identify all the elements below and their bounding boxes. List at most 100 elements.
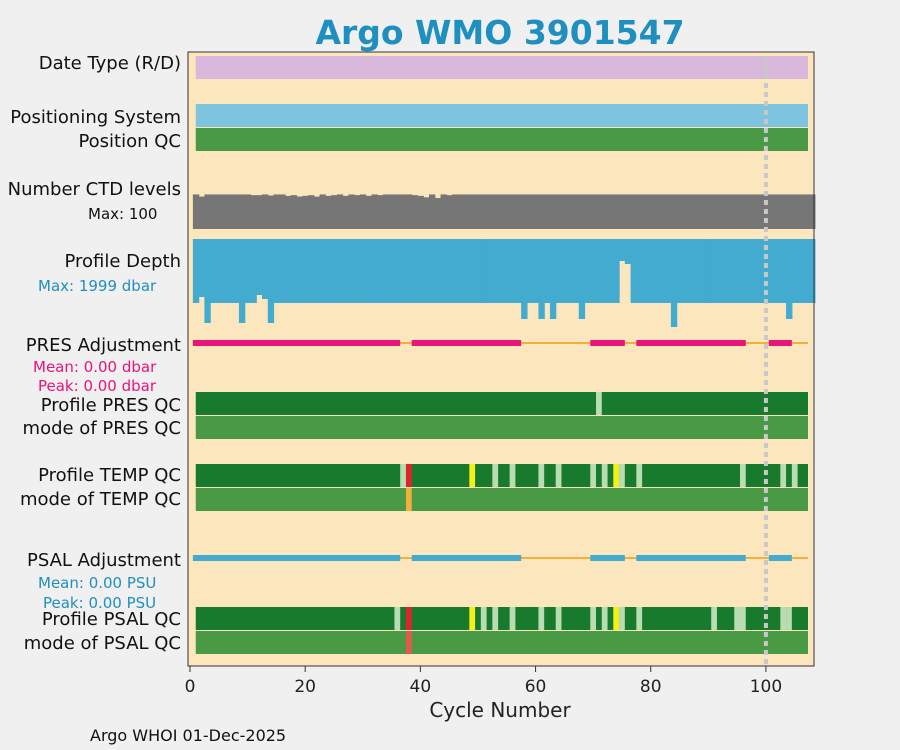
psal-mode-band: [195, 631, 808, 654]
ctd-bar: [417, 195, 424, 229]
depth-bar: [774, 239, 781, 303]
depth-bar: [526, 239, 534, 303]
psal-qc-cell: [469, 607, 476, 630]
x-tick-label: 100: [750, 677, 782, 697]
psal-qc-cell: [740, 607, 746, 630]
pres-adjustment-segment: [590, 340, 625, 346]
ctd-bar: [734, 194, 741, 229]
ctd-bar: [688, 194, 695, 229]
psal-qc-cell: [601, 607, 608, 630]
temp-qc-cell: [538, 464, 545, 487]
ctd-bar: [780, 194, 787, 229]
label-pres-adjustment: PRES Adjustment: [26, 335, 181, 356]
label-profile-temp-qc: Profile TEMP QC: [38, 465, 181, 486]
ctd-bar: [745, 194, 753, 229]
depth-bar: [803, 239, 810, 303]
ctd-bar: [198, 196, 205, 229]
pres-adjustment-segment: [768, 340, 792, 346]
psal-qc-cell: [555, 607, 562, 630]
x-tick-label: 0: [185, 677, 196, 697]
depth-bar: [325, 239, 332, 303]
ctd-bar: [336, 194, 344, 229]
ctd-bar: [705, 194, 712, 229]
ctd-bar: [521, 194, 528, 229]
ctd-bar: [526, 194, 534, 229]
ctd-bar: [475, 194, 482, 229]
ctd-bar: [429, 194, 436, 229]
depth-bar: [417, 239, 424, 303]
depth-bar: [302, 239, 309, 303]
label-ctd-levels: Number CTD levels: [8, 179, 181, 200]
ctd-bar: [659, 194, 666, 229]
depth-bar: [290, 239, 298, 303]
ctd-bar: [498, 194, 505, 229]
pres-qc-cell: [596, 392, 602, 415]
depth-bar: [521, 239, 528, 319]
ctd-bar: [411, 195, 419, 229]
depth-bar: [740, 239, 747, 303]
ctd-bar: [716, 194, 724, 229]
x-tick-label: 80: [640, 677, 662, 697]
depth-bar: [342, 239, 349, 303]
temp-qc-cell: [740, 464, 746, 487]
depth-bar: [227, 239, 234, 303]
plot-background: [188, 52, 814, 666]
psal-adjustment-segment: [590, 555, 625, 561]
psal-qc-cell: [636, 607, 643, 630]
depth-bar: [313, 239, 321, 303]
ctd-bar: [210, 194, 217, 229]
depth-bar: [688, 239, 695, 303]
ctd-bar: [647, 194, 655, 229]
psal-qc-cell: [619, 607, 625, 630]
psal-qc-cell: [509, 607, 516, 630]
depth-bar: [555, 239, 563, 303]
depth-bar: [705, 239, 712, 303]
depth-max: Max: 1999 dbar: [38, 277, 157, 295]
depth-bar: [670, 239, 678, 327]
depth-bar: [734, 239, 741, 303]
label-mode-pres-qc: mode of PRES QC: [23, 418, 181, 439]
depth-bar: [728, 239, 735, 303]
ctd-bar: [809, 194, 816, 229]
ctd-bar: [572, 194, 580, 229]
depth-bar: [786, 239, 793, 319]
depth-bar: [267, 239, 275, 323]
depth-bar: [659, 239, 666, 303]
label-position-qc: Position QC: [78, 131, 181, 152]
ctd-bar: [285, 195, 292, 229]
ctd-bar: [578, 194, 586, 229]
depth-bar: [797, 239, 804, 303]
depth-bar: [210, 239, 217, 303]
temp-qc-cell: [780, 464, 787, 487]
ctd-bar: [624, 194, 632, 229]
depth-bar: [279, 239, 286, 303]
depth-bar: [745, 239, 753, 303]
depth-bar: [429, 239, 436, 303]
ctd-bar: [365, 195, 373, 229]
psal-qc-cell: [492, 607, 499, 630]
ctd-bar: [302, 195, 309, 229]
ctd-bar: [308, 195, 315, 229]
psal-adjustment-segment: [636, 555, 746, 561]
depth-bar: [244, 239, 252, 303]
ctd-bar: [452, 194, 459, 229]
depth-bar: [371, 239, 378, 303]
ctd-bar: [549, 194, 557, 229]
depth-bar: [273, 239, 280, 303]
depth-bar: [336, 239, 344, 303]
ctd-bar: [676, 194, 684, 229]
date-type-band: [195, 56, 808, 79]
temp-mode-cell: [405, 488, 412, 511]
ctd-bar: [267, 195, 275, 229]
ctd-bar: [503, 194, 511, 229]
label-psal-adjustment: PSAL Adjustment: [27, 550, 181, 571]
plot-frame: [187, 51, 815, 667]
ctd-bar: [279, 194, 286, 229]
depth-bar: [607, 239, 614, 303]
ctd-bar: [400, 194, 407, 229]
ctd-bar: [256, 195, 263, 229]
ctd-bar: [532, 194, 540, 229]
ctd-bar: [261, 194, 269, 229]
depth-bar: [515, 239, 522, 303]
temp-qc-cell: [791, 464, 798, 487]
